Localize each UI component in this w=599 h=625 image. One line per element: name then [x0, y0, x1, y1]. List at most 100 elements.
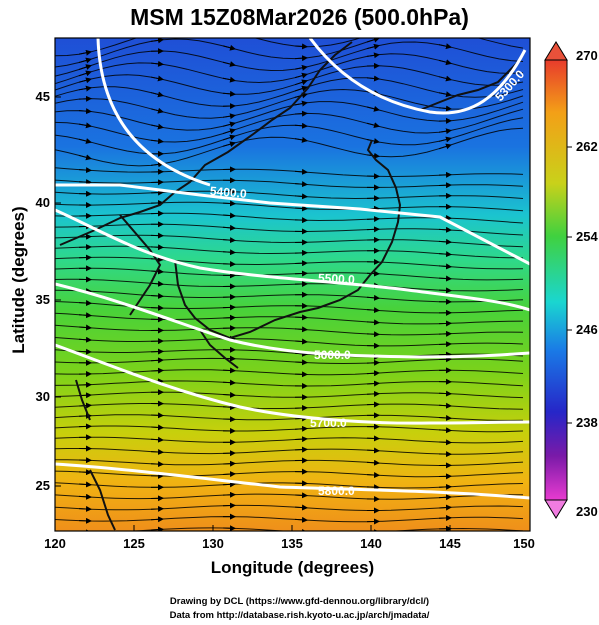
- flow-arrow: [366, 380, 380, 387]
- flow-arrow: [150, 436, 164, 443]
- flow-arrow: [438, 390, 452, 397]
- flow-arrow: [78, 122, 92, 129]
- flow-arrow: [438, 275, 452, 282]
- flow-arrow: [366, 370, 380, 377]
- flow-arrow: [150, 367, 164, 374]
- flow-arrow: [222, 76, 236, 83]
- flow-arrow: [438, 494, 452, 501]
- flow-arrow: [222, 224, 236, 231]
- flow-arrow: [78, 85, 92, 92]
- flow-arrow: [438, 143, 452, 150]
- contour-label-5400: 5400.0: [209, 184, 247, 201]
- flow-arrow: [294, 43, 308, 50]
- flow-arrow: [78, 324, 92, 331]
- colorbar-bottom-arrow: [544, 499, 568, 519]
- plot-area: 5400.0 5500.0 5600.0 5700.0 5800.0 5300.…: [54, 30, 531, 532]
- chart-title: MSM 15Z08Mar2026 (500.0hPa): [130, 4, 469, 30]
- flow-arrow: [150, 304, 164, 311]
- flow-arrow: [150, 505, 164, 512]
- colorbar-body: [544, 59, 568, 501]
- flow-arrow: [222, 491, 236, 498]
- flow-arrow: [294, 100, 308, 107]
- flow-arrow: [438, 226, 452, 233]
- flow-arrow: [150, 244, 164, 251]
- flow-arrow: [78, 138, 92, 144]
- contour-label-5800: 5800.0: [318, 484, 355, 498]
- flow-arrow: [150, 60, 164, 67]
- flow-arrow: [150, 38, 164, 44]
- flow-arrow: [222, 471, 236, 478]
- flow-arrow: [294, 79, 308, 86]
- x-tick-label: 150: [513, 536, 535, 551]
- contour-5800: [55, 462, 530, 500]
- flow-arrow: [150, 292, 164, 299]
- flow-arrow: [78, 300, 92, 307]
- flow-arrow: [294, 193, 308, 200]
- flow-arrow: [294, 516, 308, 523]
- flow-arrow: [294, 85, 308, 92]
- y-tick-label: 35: [35, 292, 50, 307]
- coastlines: [59, 41, 519, 531]
- contour-5400: [55, 183, 530, 266]
- flow-arrow: [222, 249, 236, 256]
- flow-arrow: [222, 212, 236, 219]
- flow-arrow: [294, 425, 308, 432]
- streamlines: [55, 30, 524, 531]
- flow-arrow: [78, 481, 92, 488]
- flow-arrow: [366, 75, 380, 82]
- flow-arrow: [150, 357, 164, 364]
- streamline: [55, 38, 362, 57]
- flow-arrow: [150, 91, 164, 98]
- flow-arrow: [222, 128, 236, 135]
- flow-arrow: [294, 326, 308, 333]
- flow-arrow: [438, 414, 452, 421]
- streamline: [55, 38, 524, 68]
- flow-arrow: [373, 529, 380, 531]
- flow-arrow: [78, 57, 92, 64]
- flow-arrow: [78, 493, 92, 500]
- flow-arrow: [150, 461, 164, 468]
- flow-arrow: [438, 128, 452, 135]
- colorbar-tick-label: 246: [576, 322, 598, 337]
- y-tick-label: 30: [35, 389, 50, 404]
- colorbar-tick-label: 230: [576, 504, 598, 519]
- flow-arrow: [366, 390, 380, 397]
- flow-arrow: [294, 168, 308, 175]
- flow-arrow: [222, 404, 236, 411]
- y-tick-label: 40: [35, 195, 50, 210]
- flow-arrow: [294, 181, 308, 188]
- x-tick-label: 130: [202, 536, 224, 551]
- flow-arrow: [222, 367, 236, 374]
- flow-arrow: [222, 90, 236, 97]
- flow-arrow: [223, 30, 235, 33]
- flow-arrow: [366, 447, 380, 454]
- flow-arrow: [78, 49, 92, 56]
- y-tick-label: 25: [35, 478, 50, 493]
- flow-arrow: [438, 171, 452, 178]
- flow-arrow: [366, 43, 380, 50]
- flow-arrow: [78, 179, 92, 186]
- flow-arrow: [294, 314, 308, 321]
- flow-arrow: [78, 167, 92, 174]
- contour-5700: [55, 343, 530, 425]
- flow-arrow: [78, 469, 92, 476]
- flow-arrow: [150, 448, 164, 455]
- x-tick-label: 140: [360, 536, 382, 551]
- flow-arrow: [294, 64, 308, 71]
- x-tick-label: 135: [281, 536, 303, 551]
- flow-arrow: [438, 91, 452, 98]
- flow-arrow: [294, 205, 308, 212]
- flow-arrow: [78, 64, 92, 70]
- flow-arrow: [78, 108, 92, 115]
- colorbar-top-arrow: [544, 41, 568, 61]
- flow-arrow: [438, 515, 452, 521]
- flow-arrow: [438, 105, 452, 112]
- flow-arrow: [294, 72, 308, 79]
- flow-arrow: [438, 504, 452, 511]
- flow-arrow: [150, 123, 164, 130]
- flow-arrow: [367, 32, 379, 36]
- credit-data-source: Data from http://database.rish.kyoto-u.a…: [169, 610, 430, 621]
- y-axis-label: Latitude (degrees): [9, 206, 28, 354]
- flow-arrow: [294, 122, 308, 129]
- flow-arrow: [366, 484, 380, 491]
